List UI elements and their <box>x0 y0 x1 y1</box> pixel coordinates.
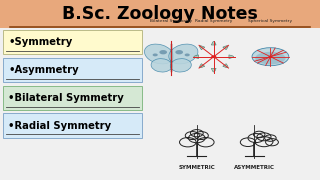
Polygon shape <box>200 46 205 50</box>
Polygon shape <box>194 55 199 58</box>
Circle shape <box>268 56 272 58</box>
Polygon shape <box>223 46 228 50</box>
Ellipse shape <box>255 52 285 64</box>
Text: Spherical Symmetry: Spherical Symmetry <box>248 19 292 23</box>
Circle shape <box>211 55 216 58</box>
FancyBboxPatch shape <box>3 30 142 54</box>
FancyBboxPatch shape <box>0 0 320 28</box>
Text: Bilateral Symmetry: Bilateral Symmetry <box>150 19 192 23</box>
Text: •Bilateral Symmetry: •Bilateral Symmetry <box>8 93 124 103</box>
Polygon shape <box>229 55 234 58</box>
Text: Radial Symmetry: Radial Symmetry <box>195 19 232 23</box>
Polygon shape <box>200 64 205 68</box>
Ellipse shape <box>169 44 198 64</box>
FancyBboxPatch shape <box>3 113 142 138</box>
Text: •Asymmetry: •Asymmetry <box>8 65 79 75</box>
Text: SYMMETRIC: SYMMETRIC <box>179 165 215 170</box>
Ellipse shape <box>144 44 174 64</box>
Polygon shape <box>212 68 216 72</box>
Circle shape <box>185 53 190 56</box>
FancyBboxPatch shape <box>3 58 142 82</box>
Circle shape <box>159 50 167 54</box>
Ellipse shape <box>170 59 191 72</box>
Circle shape <box>175 50 183 54</box>
Ellipse shape <box>252 48 289 66</box>
FancyBboxPatch shape <box>3 86 142 110</box>
Circle shape <box>153 53 158 56</box>
Polygon shape <box>223 64 228 68</box>
Text: •Radial Symmetry: •Radial Symmetry <box>8 121 111 130</box>
Text: B.Sc. Zoology Notes: B.Sc. Zoology Notes <box>62 5 258 23</box>
Polygon shape <box>212 41 216 45</box>
Text: ASYMMETRIC: ASYMMETRIC <box>234 165 275 170</box>
Ellipse shape <box>151 59 172 72</box>
Text: •Symmetry: •Symmetry <box>8 37 72 47</box>
